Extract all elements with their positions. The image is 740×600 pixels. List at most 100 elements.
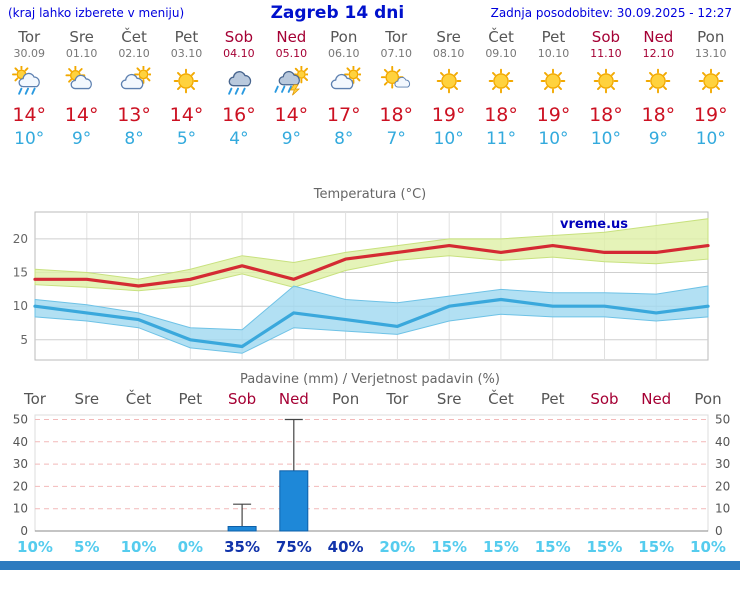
temp-max: 14° (274, 104, 309, 126)
day-name: Sob (591, 28, 621, 46)
precip-day-label: Čet (125, 390, 152, 408)
forecast-day-column: Ned 12.10 18° 9° (632, 28, 684, 149)
precip-probability: 15% (431, 538, 468, 556)
weather-sunny-icon (632, 63, 684, 99)
temp-min: 10° (538, 129, 569, 149)
svg-text:20: 20 (13, 232, 28, 246)
temp-min: 8° (124, 129, 144, 149)
last-updated: Zadnja posodobitev: 30.09.2025 - 12:27 (490, 6, 732, 20)
weather-forecast-page: (kraj lahko izberete v meniju) Zagreb 14… (0, 3, 740, 570)
day-name: Tor (385, 28, 408, 46)
day-name: Sre (69, 28, 94, 46)
day-name: Sre (436, 28, 461, 46)
day-name: Čet (121, 28, 147, 46)
temp-max: 17° (326, 104, 361, 126)
precip-day-label: Pon (694, 390, 722, 408)
day-date: 06.10 (328, 47, 360, 60)
temp-max: 18° (641, 104, 676, 126)
day-date: 12.10 (642, 47, 675, 60)
day-date: 03.10 (170, 47, 203, 60)
svg-text:0: 0 (715, 524, 723, 537)
precip-day-label: Ned (641, 390, 672, 408)
day-date: 02.10 (118, 47, 150, 60)
weather-sunny-icon (422, 63, 474, 99)
svg-text:10: 10 (13, 299, 28, 313)
svg-text:10: 10 (13, 502, 28, 516)
temp-max: 16° (222, 104, 256, 126)
precip-day-label: Pet (540, 390, 565, 408)
day-name: Pet (174, 28, 199, 46)
temperature-chart: 5 10 15 20 vreme.us (13, 211, 710, 361)
day-name: Sob (224, 28, 254, 46)
precip-day-label: Čet (488, 390, 514, 408)
precip-day-label: Sre (436, 390, 462, 408)
precip-probability: 10% (690, 538, 726, 556)
temp-max: 13° (117, 104, 151, 126)
weather-storm-icon (265, 63, 317, 99)
svg-text:20: 20 (13, 479, 28, 493)
precip-day-label: Sob (590, 390, 619, 408)
temperature-chart-title: Temperatura (°C) (313, 187, 427, 202)
temp-max: 14° (169, 104, 204, 126)
day-date: 30.09 (13, 47, 45, 60)
forecast-day-column: Tor 07.10 18° 7° (370, 28, 422, 149)
day-name: Pon (697, 28, 725, 46)
weather-sunny-icon (160, 63, 212, 99)
temp-min: 10° (433, 129, 464, 149)
precip-probability: 40% (327, 538, 364, 556)
weather-rain-icon (213, 63, 265, 99)
precip-day-label: Sre (74, 390, 100, 408)
precip-probability: 15% (482, 538, 519, 556)
forecast-day-column: Sob 11.10 18° 10° (580, 28, 632, 149)
forecast-day-column: Čet 02.10 13° 8° (108, 28, 160, 149)
svg-text:0: 0 (20, 524, 28, 537)
day-date: 05.10 (275, 47, 308, 60)
precip-probability: 0% (177, 538, 204, 556)
precip-probability: 15% (534, 538, 571, 556)
day-name: Čet (488, 28, 514, 46)
temp-min: 10° (695, 129, 726, 149)
day-name: Tor (18, 28, 41, 46)
temp-min: 8° (334, 129, 354, 149)
forecast-day-column: Tor 30.09 14° 10° (3, 28, 55, 149)
day-date: 04.10 (223, 47, 255, 60)
temp-min: 10° (14, 129, 45, 149)
weather-sunny-icon (685, 63, 737, 99)
temp-max: 18° (379, 104, 414, 126)
temp-min: 5° (176, 129, 197, 149)
precip-probability: 15% (586, 538, 623, 556)
svg-text:10: 10 (715, 502, 730, 516)
precip-probability: 20% (379, 538, 416, 556)
day-name: Ned (643, 28, 674, 46)
weather-sunny-icon (580, 63, 632, 99)
precip-probability-row: 10% 5% 10% 0% 35% 75% 40% 20% 15% 15% 15% 15% 15% 10% (0, 537, 740, 557)
precip-day-label: Ned (278, 390, 309, 408)
weather-partly-cloudy-icon (55, 63, 107, 99)
footer-bar (0, 561, 740, 570)
temp-max: 18° (484, 104, 518, 126)
temp-min: 4° (229, 129, 249, 149)
forecast-day-column: Sre 08.10 19° 10° (422, 28, 474, 149)
precip-probability: 5% (74, 538, 100, 556)
day-date: 09.10 (485, 47, 517, 60)
forecast-day-column: Čet 09.10 18° 11° (475, 28, 527, 149)
svg-text:20: 20 (715, 479, 730, 493)
precip-day-label: Sob (227, 390, 257, 408)
forecast-day-column: Sob 04.10 16° 4° (213, 28, 265, 149)
day-name: Ned (276, 28, 307, 46)
temp-min: 10° (590, 129, 621, 149)
day-name: Pon (330, 28, 358, 46)
svg-text:40: 40 (715, 435, 730, 449)
temp-max: 14° (64, 104, 99, 126)
svg-text:30: 30 (715, 457, 730, 471)
menu-hint: (kraj lahko izberete v meniju) (8, 6, 185, 20)
svg-text:50: 50 (715, 413, 730, 427)
svg-text:15: 15 (13, 266, 28, 280)
precip-probability: 10% (17, 538, 53, 556)
forecast-day-column: Pet 03.10 14° 5° (160, 28, 212, 149)
temp-min: 9° (648, 129, 669, 149)
forecast-day-column: Sre 01.10 14° 9° (55, 28, 107, 149)
temp-max: 19° (431, 104, 466, 126)
day-date: 10.10 (537, 47, 570, 60)
forecast-day-column: Pon 06.10 17° 8° (318, 28, 370, 149)
